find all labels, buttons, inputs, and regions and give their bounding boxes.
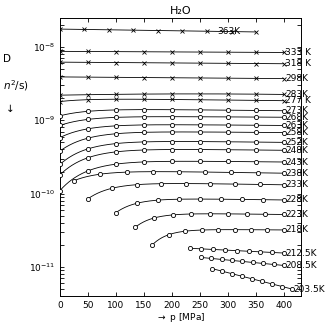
Text: 277 K: 277 K xyxy=(285,96,311,105)
Text: 218K: 218K xyxy=(285,225,308,234)
Text: 268K: 268K xyxy=(285,113,308,122)
Text: 243K: 243K xyxy=(285,157,308,167)
Text: 363K: 363K xyxy=(218,27,241,36)
Text: 318 K: 318 K xyxy=(285,59,311,68)
Text: 283K: 283K xyxy=(285,90,308,99)
Text: D: D xyxy=(3,54,11,64)
Text: 233K: 233K xyxy=(285,180,308,189)
Text: 238K: 238K xyxy=(285,169,308,178)
Text: 258K: 258K xyxy=(285,128,308,137)
Text: 333 K: 333 K xyxy=(285,48,311,57)
Text: 208.5K: 208.5K xyxy=(285,261,316,270)
Text: 212.5K: 212.5K xyxy=(285,248,316,257)
X-axis label: $\rightarrow$ p [MPa]: $\rightarrow$ p [MPa] xyxy=(155,312,205,324)
Text: 203.5K: 203.5K xyxy=(293,284,325,294)
Text: $n^2$/s): $n^2$/s) xyxy=(3,79,29,93)
Text: 228K: 228K xyxy=(285,195,308,205)
Text: 223K: 223K xyxy=(285,210,308,219)
Text: 273K: 273K xyxy=(285,106,308,115)
Text: $\downarrow$: $\downarrow$ xyxy=(3,103,14,115)
Text: 252K: 252K xyxy=(285,138,308,147)
Text: 263K: 263K xyxy=(285,121,308,130)
Title: H₂O: H₂O xyxy=(169,6,191,16)
Text: 248K: 248K xyxy=(285,146,308,155)
Text: 298K: 298K xyxy=(285,74,308,83)
